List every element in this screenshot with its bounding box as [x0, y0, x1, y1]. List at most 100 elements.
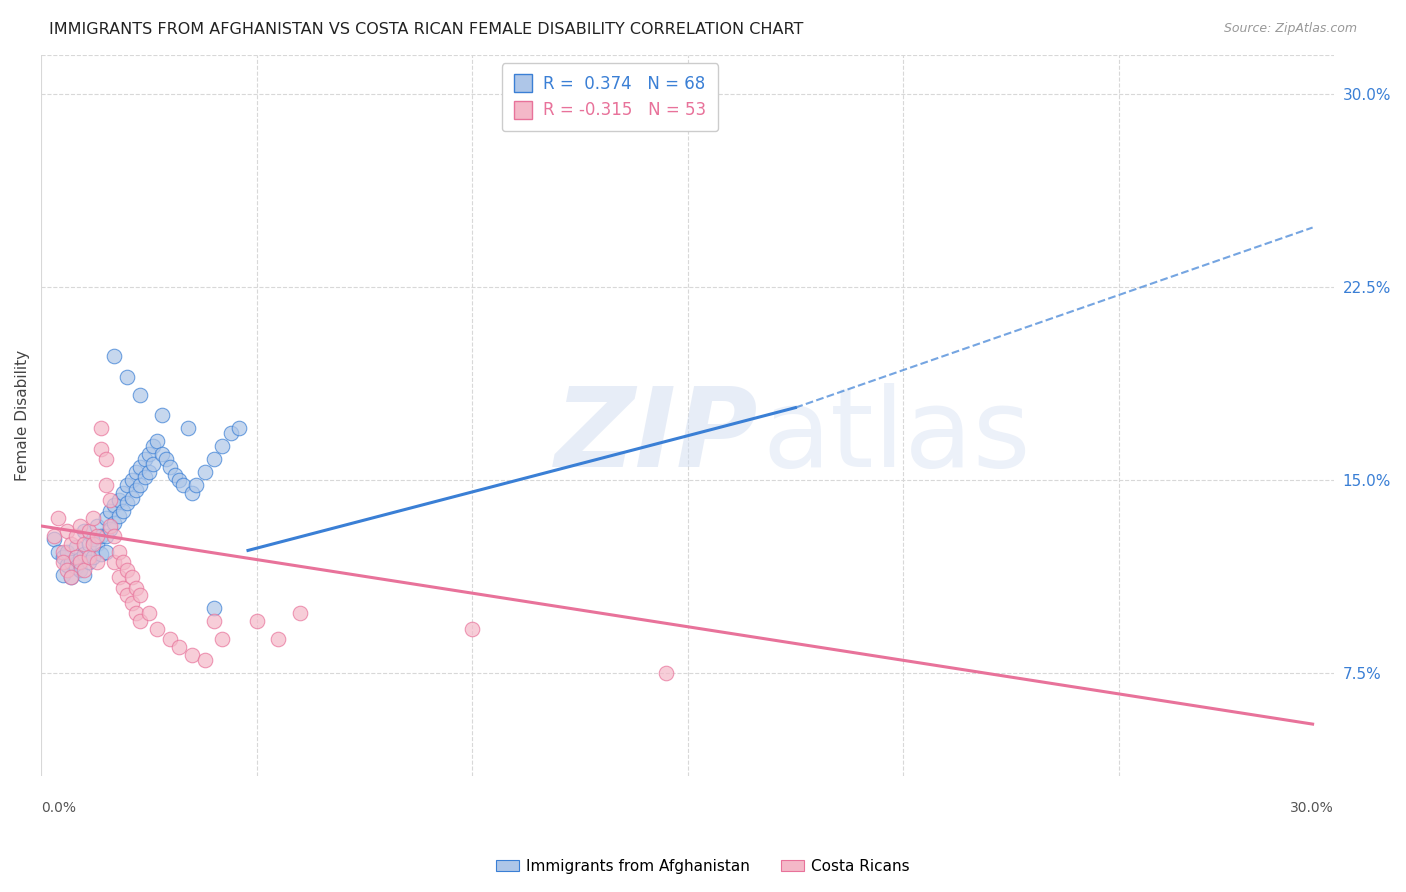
Point: [186, 478, 208, 492]
Point: [129, 478, 152, 492]
Point: [65, 529, 87, 543]
Point: [129, 589, 152, 603]
Point: [138, 447, 160, 461]
Point: [176, 421, 198, 435]
Point: [69, 552, 91, 566]
Point: [146, 622, 169, 636]
Point: [94, 478, 117, 492]
Legend: Immigrants from Afghanistan, Costa Ricans: Immigrants from Afghanistan, Costa Rican…: [489, 853, 917, 880]
Point: [56, 545, 79, 559]
Point: [94, 545, 117, 559]
Point: [194, 465, 217, 479]
Point: [52, 567, 75, 582]
Point: [107, 508, 129, 523]
Point: [82, 532, 104, 546]
Point: [60, 537, 83, 551]
Point: [111, 503, 134, 517]
Point: [111, 555, 134, 569]
Point: [52, 545, 75, 559]
Point: [111, 485, 134, 500]
Point: [86, 555, 108, 569]
Point: [117, 478, 139, 492]
Point: [107, 545, 129, 559]
Point: [211, 632, 233, 647]
Point: [219, 426, 242, 441]
Text: atlas: atlas: [762, 384, 1031, 491]
Point: [121, 491, 143, 505]
Point: [246, 614, 269, 628]
Point: [103, 499, 125, 513]
Point: [73, 537, 96, 551]
Point: [129, 388, 152, 402]
Point: [86, 529, 108, 543]
Point: [94, 511, 117, 525]
Legend: R =  0.374   N = 68, R = -0.315   N = 53: R = 0.374 N = 68, R = -0.315 N = 53: [502, 63, 718, 131]
Point: [121, 596, 143, 610]
Point: [69, 563, 91, 577]
Point: [159, 459, 181, 474]
Point: [56, 558, 79, 572]
Point: [125, 465, 148, 479]
Point: [167, 640, 190, 654]
Point: [142, 439, 165, 453]
Point: [159, 632, 181, 647]
Point: [56, 563, 79, 577]
Point: [103, 555, 125, 569]
Point: [211, 439, 233, 453]
Point: [48, 511, 70, 525]
Point: [134, 470, 156, 484]
Point: [150, 409, 173, 423]
Point: [103, 516, 125, 531]
Text: 0.0%: 0.0%: [41, 800, 76, 814]
Point: [172, 478, 194, 492]
Point: [65, 540, 87, 554]
Text: 30.0%: 30.0%: [1291, 800, 1334, 814]
Point: [42, 529, 65, 543]
Point: [150, 447, 173, 461]
Point: [56, 524, 79, 538]
Point: [73, 524, 96, 538]
Point: [94, 529, 117, 543]
Point: [69, 519, 91, 533]
Point: [107, 570, 129, 584]
Point: [103, 529, 125, 543]
Point: [98, 519, 121, 533]
Point: [134, 452, 156, 467]
Point: [117, 563, 139, 577]
Point: [121, 570, 143, 584]
Point: [111, 581, 134, 595]
Point: [90, 529, 112, 543]
Point: [77, 537, 100, 551]
Point: [73, 567, 96, 582]
Point: [163, 467, 186, 482]
Point: [142, 457, 165, 471]
Point: [194, 653, 217, 667]
Point: [98, 503, 121, 517]
Point: [202, 601, 225, 615]
Point: [107, 493, 129, 508]
Point: [52, 555, 75, 569]
Point: [82, 549, 104, 564]
Point: [90, 442, 112, 456]
Point: [42, 532, 65, 546]
Point: [117, 589, 139, 603]
Point: [82, 537, 104, 551]
Point: [125, 483, 148, 497]
Text: ZIP: ZIP: [555, 384, 759, 491]
Point: [65, 549, 87, 564]
Point: [86, 519, 108, 533]
Point: [155, 452, 177, 467]
Point: [103, 349, 125, 363]
Point: [69, 555, 91, 569]
Point: [461, 622, 484, 636]
Point: [202, 452, 225, 467]
Point: [288, 607, 311, 621]
Point: [138, 607, 160, 621]
Point: [181, 648, 204, 662]
Point: [98, 493, 121, 508]
Point: [167, 473, 190, 487]
Point: [98, 522, 121, 536]
Point: [90, 547, 112, 561]
Point: [125, 607, 148, 621]
Point: [65, 560, 87, 574]
